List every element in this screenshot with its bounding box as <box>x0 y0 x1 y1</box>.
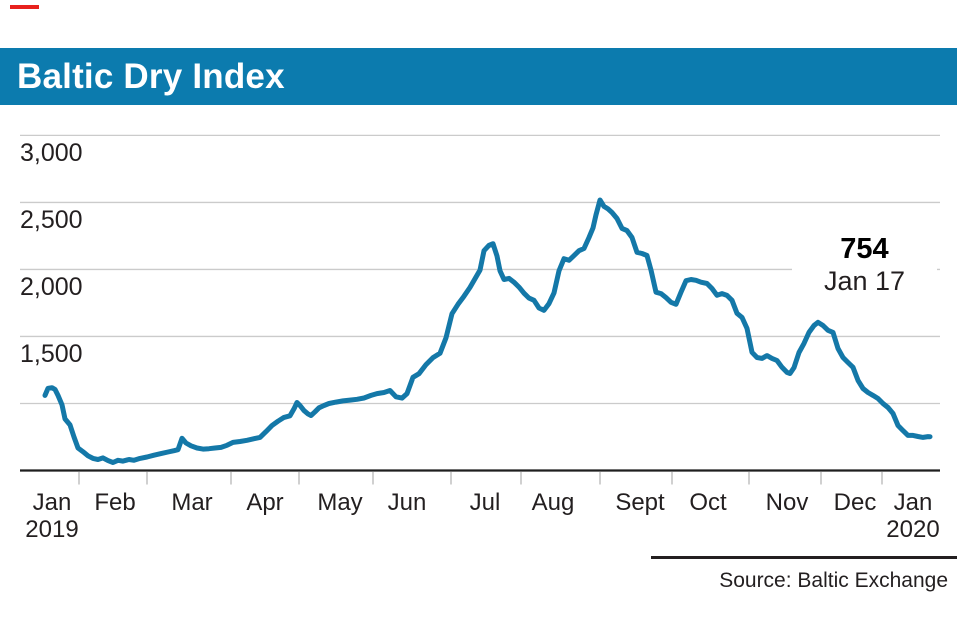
latest-value-date: Jan 17 <box>823 266 906 296</box>
y-tick-label-3000: 3,000 <box>20 139 83 168</box>
source-credit: Source: Baltic Exchange <box>719 569 948 592</box>
x-tick-label-jan-2019: Jan 2019 <box>25 489 79 543</box>
latest-value: 754 <box>840 233 889 265</box>
x-tick-label-nov: Nov <box>765 489 809 516</box>
x-tick-label-feb: Feb <box>94 489 136 516</box>
x-tick-label-jun: Jun <box>387 489 427 516</box>
y-tick-label-2000: 2,000 <box>20 273 83 302</box>
x-tick-sublabel: 2020 <box>886 516 940 543</box>
x-tick-label-jan-2020: Jan 2020 <box>886 489 940 543</box>
latest-value-annotation: 754 Jan 17 <box>792 231 937 301</box>
top-left-red-dash <box>10 5 39 9</box>
chart-title: Baltic Dry Index <box>17 56 285 96</box>
x-tick-sublabel: 2019 <box>25 516 79 543</box>
x-tick-label-dec: Dec <box>833 489 877 516</box>
x-tick-label-sept: Sept <box>615 489 665 516</box>
title-bar: Baltic Dry Index <box>0 48 957 105</box>
x-tick-label-mar: Mar <box>171 489 213 516</box>
x-tick-label-aug: Aug <box>531 489 575 516</box>
series-line <box>42 197 933 465</box>
y-tick-label-1500: 1,500 <box>20 340 83 369</box>
x-tick-label-jul: Jul <box>469 489 501 516</box>
x-tick-label-oct: Oct <box>689 489 727 516</box>
source-rule <box>651 556 957 559</box>
x-tick-label-may: May <box>317 489 363 516</box>
y-tick-label-2500: 2,500 <box>20 206 83 235</box>
x-tick-label-apr: Apr <box>246 489 284 516</box>
